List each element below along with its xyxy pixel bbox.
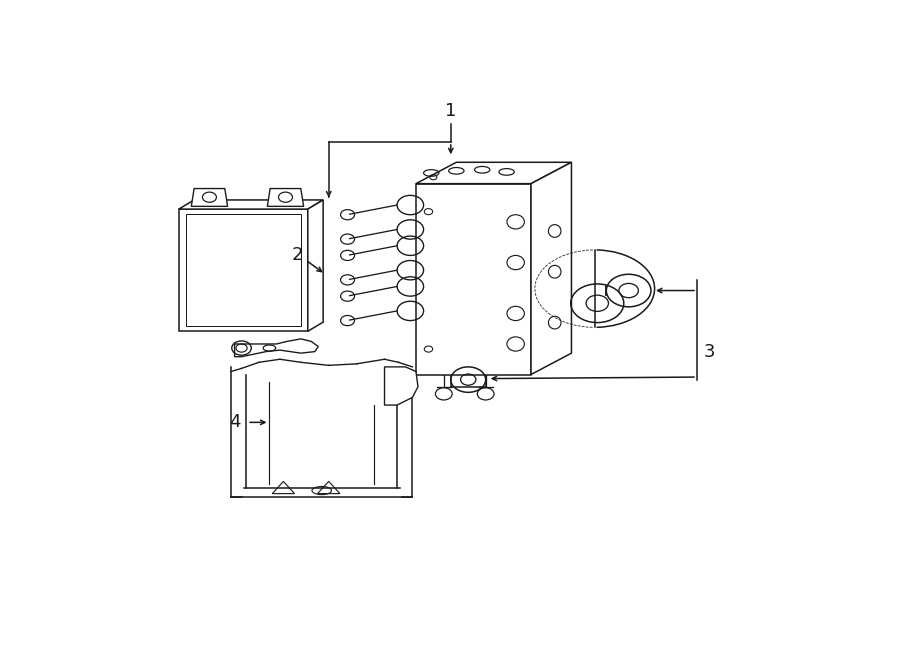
Polygon shape	[416, 163, 572, 184]
Text: 1: 1	[446, 102, 456, 120]
Polygon shape	[267, 188, 303, 206]
Polygon shape	[235, 339, 319, 357]
Text: 4: 4	[229, 413, 240, 432]
Polygon shape	[192, 188, 228, 206]
Polygon shape	[531, 163, 572, 375]
Polygon shape	[179, 200, 323, 209]
Text: 3: 3	[704, 342, 716, 361]
Text: 2: 2	[292, 246, 303, 264]
Polygon shape	[179, 209, 308, 331]
Polygon shape	[384, 367, 418, 405]
Polygon shape	[416, 184, 531, 375]
Polygon shape	[308, 200, 323, 331]
